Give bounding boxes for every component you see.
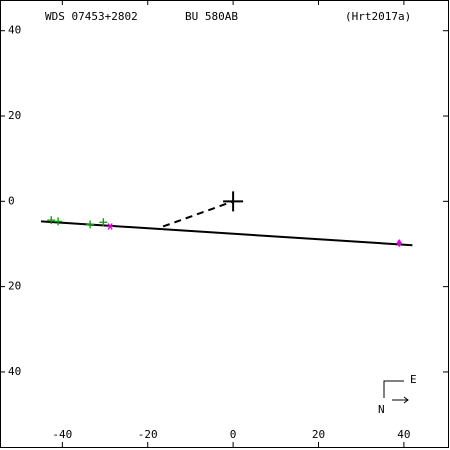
compass-north: N [378,403,385,416]
header-ref: (Hrt2017a) [345,10,411,23]
header-wds: WDS 07453+2802 [45,10,138,23]
header-pair: BU 580AB [185,10,238,23]
compass: E N [378,373,417,416]
compass-arrow [392,396,409,404]
x-tick-label: -40 [52,428,72,441]
y-tick-label: 20 [8,109,21,122]
observation [86,220,95,229]
primary-star [223,191,244,212]
x-tick-label: -20 [138,428,158,441]
y-tick-label: 40 [8,24,21,37]
observation [107,223,114,230]
x-tick-label: 40 [397,428,410,441]
compass-axes [383,380,404,398]
observation [47,216,56,225]
compass-east: E [410,373,417,386]
residual-line [162,200,234,228]
observation [99,218,108,227]
observation [396,238,402,248]
orbit-line [40,220,413,247]
y-tick-label: 40 [8,365,21,378]
y-tick-label: 20 [8,280,21,293]
y-tick-label: 0 [8,194,15,207]
x-tick-label: 0 [230,428,237,441]
x-tick-label: 20 [312,428,325,441]
observation [54,217,63,226]
